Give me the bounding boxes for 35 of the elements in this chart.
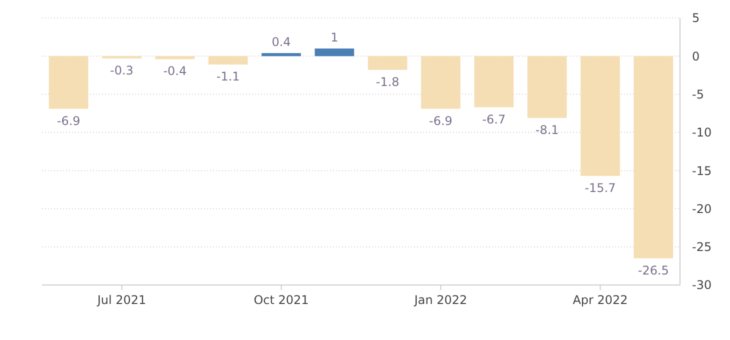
data-label: -26.5 [638,263,669,278]
y-tick-label: -10 [692,126,712,140]
y-tick-label: -15 [692,164,712,178]
bar [48,56,88,109]
y-tick-label: -30 [692,278,712,292]
bar [527,56,567,118]
bar [421,56,460,109]
data-label: -0.3 [110,63,134,78]
data-label: -6.9 [56,114,80,128]
data-label: -15.7 [584,180,616,195]
data-label: -6.9 [429,114,452,128]
data-label: -1.1 [216,70,240,84]
data-label: -1.8 [376,74,400,89]
bar [314,48,354,56]
x-tick-label: Jul 2021 [96,293,146,307]
bar [155,56,195,60]
bar [634,56,674,258]
x-tick-label: Apr 2022 [572,293,628,307]
bar [580,56,620,176]
data-label: 0.4 [272,35,291,50]
bar [474,56,514,108]
bar [368,56,408,70]
y-tick-label: -5 [692,87,704,102]
y-tick-label: -25 [692,240,712,254]
y-tick-label: 5 [692,11,700,26]
data-label: 1 [330,30,338,45]
bar [208,56,248,65]
data-label: -6.7 [482,112,506,126]
y-tick-label: 0 [692,49,700,64]
data-label: -8.1 [535,122,559,137]
x-tick-label: Oct 2021 [254,293,309,307]
bar [262,53,301,56]
data-label: -0.4 [163,64,187,78]
x-tick-label: Jan 2022 [413,293,468,307]
y-tick-label: -20 [692,202,712,216]
